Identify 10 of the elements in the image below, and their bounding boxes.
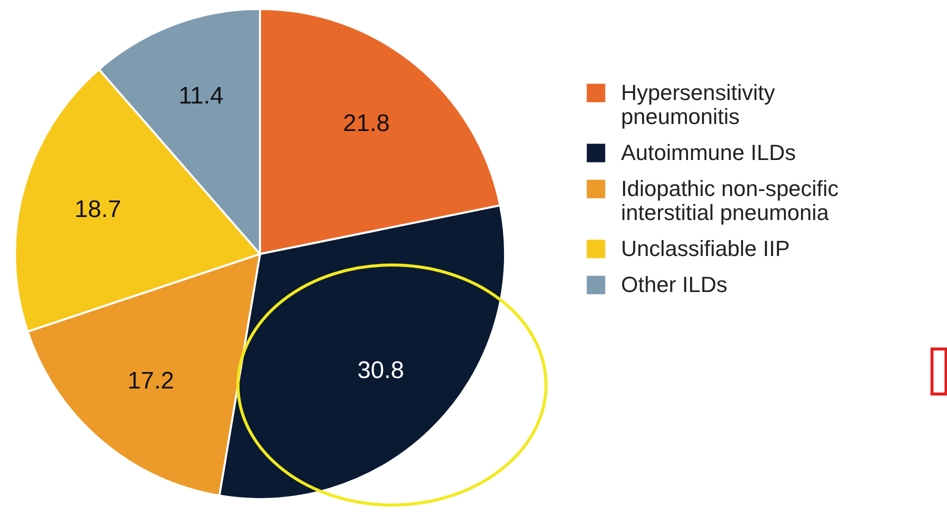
legend-label: Unclassifiable IIP bbox=[621, 236, 790, 261]
data-label: 30.8 bbox=[357, 356, 404, 384]
legend-label: Idiopathic non-specific interstitial pneumonia bbox=[621, 176, 839, 225]
legend-label: Other ILDs bbox=[621, 272, 728, 297]
data-label: 17.2 bbox=[127, 368, 174, 395]
legend-label: Hypersensitivity pneumonitis bbox=[621, 80, 776, 129]
data-label: 11.4 bbox=[178, 82, 224, 110]
legend-label: Autoimmune ILDs bbox=[621, 140, 796, 165]
data-label: 18.7 bbox=[74, 196, 122, 223]
data-label: 21.8 bbox=[343, 110, 390, 137]
